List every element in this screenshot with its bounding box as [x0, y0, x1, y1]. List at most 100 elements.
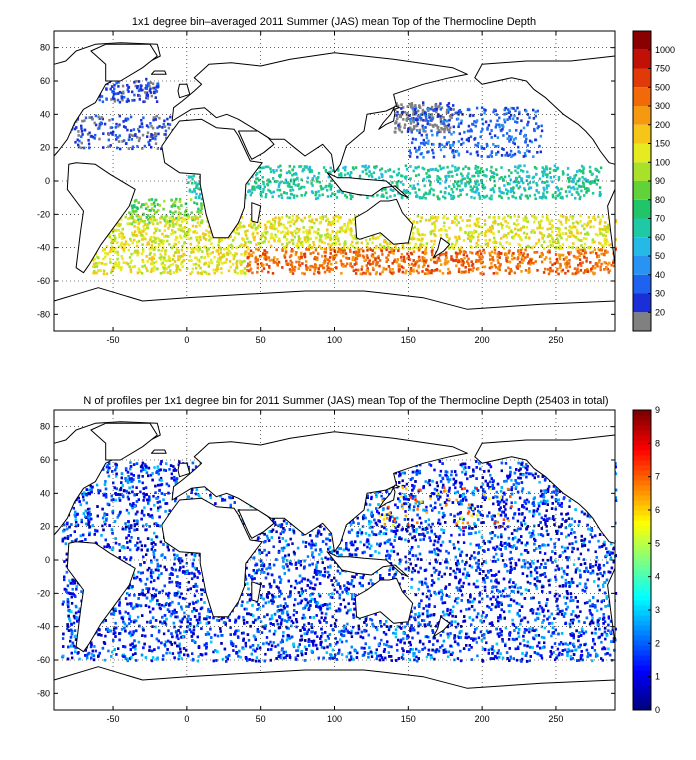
data-cell — [384, 188, 387, 191]
data-cell — [309, 237, 312, 241]
data-cell — [406, 189, 409, 192]
data-cell — [135, 213, 138, 217]
data-cell — [289, 231, 292, 234]
data-cell — [276, 258, 279, 261]
data-cell — [105, 272, 109, 276]
data-cell — [486, 128, 489, 131]
data-cell — [269, 167, 272, 171]
data-cell — [117, 261, 121, 264]
data-cell — [415, 116, 418, 120]
data-cell — [416, 118, 419, 121]
data-cell — [246, 264, 249, 268]
y-tick-label: -40 — [37, 243, 50, 253]
data-cell — [324, 233, 327, 237]
data-cell — [542, 271, 546, 274]
data-cell — [378, 176, 381, 180]
data-cell — [421, 111, 424, 115]
data-cell — [137, 239, 141, 243]
data-cell — [476, 223, 479, 226]
data-cell — [118, 134, 121, 138]
data-cell — [420, 117, 423, 120]
data-cell — [155, 100, 159, 103]
data-cell — [565, 261, 569, 265]
data-cell — [430, 142, 434, 146]
data-cell — [490, 165, 493, 169]
data-cell — [411, 262, 414, 266]
data-cell — [165, 218, 168, 222]
data-cell — [517, 234, 520, 238]
data-cell — [473, 229, 476, 233]
data-cell — [448, 114, 452, 118]
data-cell — [559, 214, 563, 218]
data-cell — [522, 126, 526, 130]
data-cell — [263, 235, 267, 239]
data-cell — [517, 145, 520, 149]
data-cell — [340, 174, 343, 178]
data-cell — [157, 209, 160, 212]
data-cell — [268, 220, 271, 223]
data-cell — [115, 228, 118, 232]
chart-title-top: 1x1 degree bin–averaged 2011 Summer (JAS… — [132, 16, 536, 28]
data-cell — [555, 227, 558, 230]
data-cell — [441, 127, 444, 131]
data-cell — [150, 124, 153, 128]
data-cell — [520, 177, 524, 181]
data-cell — [486, 244, 490, 248]
data-cell — [492, 171, 495, 174]
data-cell — [507, 174, 511, 178]
data-cell — [486, 126, 489, 130]
data-cell — [520, 256, 524, 260]
data-cell — [138, 231, 141, 234]
data-cell — [227, 269, 231, 273]
data-cell — [474, 260, 478, 263]
data-cell — [162, 207, 165, 211]
data-cell — [572, 242, 575, 245]
data-cell — [388, 250, 391, 254]
data-cell — [489, 228, 493, 232]
data-cell — [526, 244, 530, 248]
data-cell — [146, 226, 149, 230]
data-cell — [76, 118, 79, 121]
data-cell — [168, 243, 171, 246]
data-cell — [590, 173, 594, 176]
data-cell — [370, 173, 373, 176]
data-cell — [278, 224, 281, 227]
data-cell — [175, 220, 179, 224]
data-cell — [382, 268, 385, 271]
data-cell — [476, 150, 479, 154]
data-cell — [118, 100, 122, 104]
data-cell — [387, 253, 390, 257]
data-cell — [347, 221, 350, 225]
data-cell — [199, 192, 202, 196]
data-cell — [354, 257, 358, 260]
data-cell — [503, 108, 506, 112]
data-cell — [95, 265, 99, 268]
data-cell — [278, 237, 281, 241]
data-cell — [133, 210, 137, 213]
data-cell — [153, 86, 156, 90]
data-cell — [278, 181, 281, 185]
data-cell — [99, 121, 103, 125]
data-cell — [236, 271, 239, 275]
data-cell — [596, 178, 600, 182]
data-cell — [474, 224, 478, 227]
data-cell — [308, 170, 312, 174]
data-cell — [141, 220, 145, 223]
data-cell — [454, 258, 457, 262]
data-cell — [262, 267, 266, 270]
data-cell — [393, 194, 396, 197]
data-cell — [171, 258, 175, 261]
data-cell — [256, 172, 259, 175]
data-cell — [154, 198, 157, 202]
data-cell — [270, 222, 273, 226]
colorbar-label: 300 — [655, 101, 670, 111]
data-cell — [423, 262, 426, 265]
data-cell — [578, 177, 581, 181]
data-cell — [307, 231, 311, 234]
data-cell — [142, 260, 145, 264]
data-cell — [568, 245, 571, 249]
data-cell — [336, 230, 339, 233]
data-cell — [420, 237, 424, 241]
data-cell — [116, 136, 119, 139]
data-cell — [146, 131, 150, 135]
